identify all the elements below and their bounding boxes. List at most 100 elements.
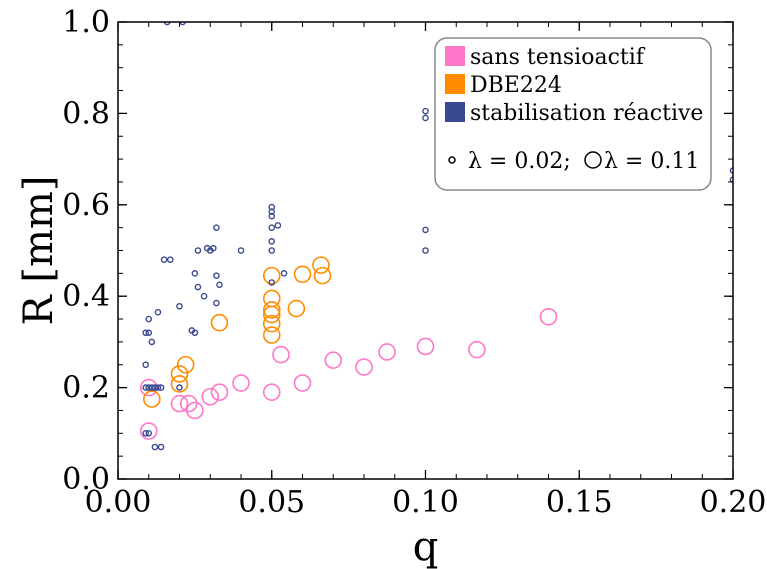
data-point [268,247,276,254]
points-layer [139,22,733,451]
data-point [293,265,312,284]
data-point [176,302,183,310]
data-point [313,266,332,285]
data-point [268,279,276,286]
data-point [160,256,168,263]
data-point [186,401,204,420]
y-tick-label: 0.4 [62,279,110,314]
data-point [729,167,733,174]
data-point [213,299,220,307]
data-point [142,429,149,437]
data-point [145,315,153,323]
data-point [194,247,202,254]
data-point [216,281,223,289]
data-point [422,114,429,122]
data-point [280,270,288,277]
data-point [210,383,229,401]
data-point [262,314,281,333]
data-point [176,355,195,374]
data-point [151,443,159,451]
legend-label: stabilisation réactive [470,101,703,126]
data-point [170,375,189,393]
legend-label: DBE224 [470,73,562,98]
data-point [145,329,153,337]
data-point [422,107,429,115]
data-point [422,247,429,254]
y-tick-label: 0.6 [62,188,110,223]
series-2 [142,22,733,451]
data-point [191,270,199,277]
legend-label: sans tensioactif [470,45,646,70]
series-1 [143,256,332,408]
x-tick-label: 0.15 [546,485,613,520]
data-point [139,378,158,397]
data-point [272,345,290,364]
data-point [145,429,153,437]
legend-swatch [445,46,465,66]
data-point [139,422,158,440]
data-point [179,22,186,26]
data-point [213,224,220,231]
data-point [729,176,733,183]
data-point [194,283,202,291]
x-tick-label: 0.10 [392,485,459,520]
data-point [157,384,165,391]
data-point [179,394,198,413]
axes-layer: 0.00 0.05 0.10 0.15 0.20 0.0 0.2 0.4 0.6 0.8 1.0 q R… [16,5,766,569]
x-tick-label: 0.00 [85,485,152,520]
y-tick-label: 0.0 [62,462,110,497]
data-point [262,305,281,324]
legend-swatch [445,102,465,122]
data-point [142,361,149,369]
legend: sans tensioactif DBE224 stabilisation réac… [434,37,712,191]
data-point [154,384,162,391]
data-point [274,222,282,229]
data-point [142,384,149,391]
data-point [262,301,281,319]
x-tick-label: 0.20 [700,485,767,520]
data-point [262,383,281,401]
data-point [163,22,171,26]
legend-swatch [445,74,465,94]
legend-marker-note: λ = 0.02; [468,149,571,174]
data-point [355,358,373,376]
data-point [312,256,330,274]
data-point [201,387,220,406]
data-point [210,244,217,252]
data-point [539,307,558,326]
data-point [422,226,429,234]
data-point [170,394,189,413]
data-point [262,326,281,344]
y-tick-label: 0.2 [62,371,110,406]
data-point [176,384,183,391]
y-tick-label: 0.8 [62,96,110,131]
data-point [268,212,276,220]
data-point [232,374,250,392]
data-point [200,292,208,300]
x-tick-label: 0.05 [238,485,305,520]
series-0 [139,307,558,440]
data-point [157,443,165,451]
data-point [154,308,162,316]
data-point [148,384,156,391]
x-axis-label: q [413,524,439,569]
data-point [287,299,306,318]
data-point [210,313,229,332]
data-point [148,338,156,346]
data-point [170,365,189,383]
legend-large-marker-icon [584,151,602,169]
data-point [378,343,396,361]
y-tick-label: 1.0 [62,5,110,40]
data-point [213,272,220,279]
data-point [166,256,174,263]
data-point [262,266,281,285]
data-point [151,384,159,391]
data-point [145,384,153,391]
data-point [324,351,343,369]
legend-box [434,37,712,191]
data-point [468,340,486,359]
data-point [237,247,245,254]
data-point [293,374,312,392]
data-point [268,238,276,245]
y-axis-label: R [mm] [16,176,62,326]
